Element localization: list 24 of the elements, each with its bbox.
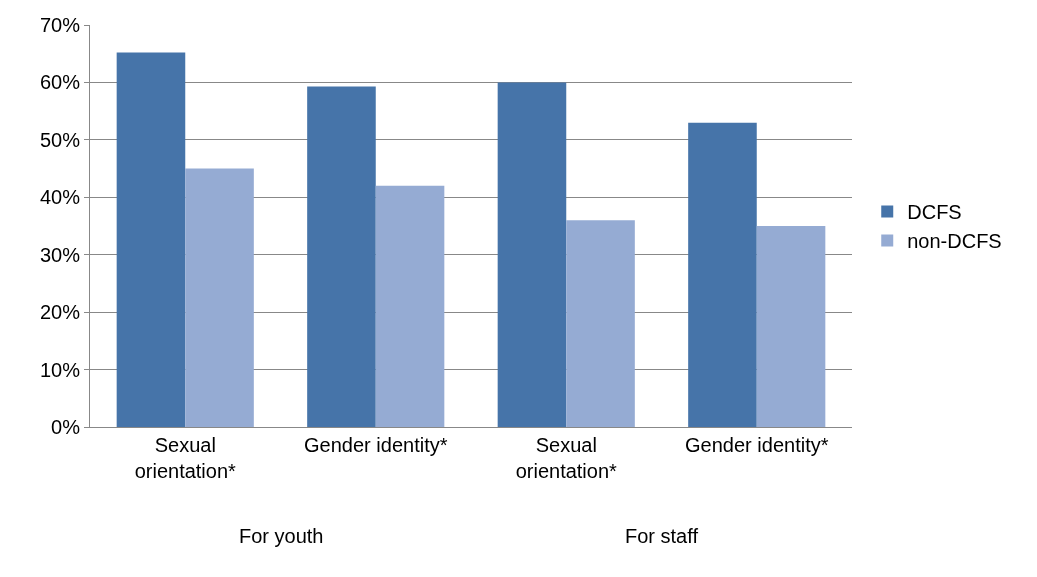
- y-tick-label: 60%: [39, 71, 81, 94]
- y-tick-label: 20%: [39, 301, 81, 324]
- x-tick-label: Gender identity*: [685, 434, 829, 456]
- y-tick-label: 70%: [39, 14, 81, 36]
- bar: [566, 220, 635, 427]
- legend-label: DCFS: [907, 201, 962, 224]
- bar: [497, 82, 567, 427]
- text: For youth: [239, 525, 324, 547]
- y-tick-label: 40%: [39, 186, 81, 209]
- y-tick-label: 10%: [39, 358, 81, 381]
- bar: [116, 52, 186, 427]
- x-tick-label: Sexual orientation*: [515, 434, 618, 482]
- text: For staff: [625, 525, 699, 547]
- bar: [375, 185, 445, 427]
- y-tick-label: 0%: [51, 416, 81, 438]
- bar: [307, 86, 376, 427]
- bar: [756, 226, 826, 427]
- bar: [185, 168, 254, 427]
- y-tick-label: 50%: [39, 128, 81, 151]
- x-tick-label: Gender identity*: [304, 434, 448, 456]
- x-tick-label: Sexual orientation*: [134, 434, 237, 482]
- bar: [688, 122, 757, 427]
- y-tick-label: 30%: [39, 243, 81, 266]
- legend-label: non-DCFS: [907, 230, 1002, 253]
